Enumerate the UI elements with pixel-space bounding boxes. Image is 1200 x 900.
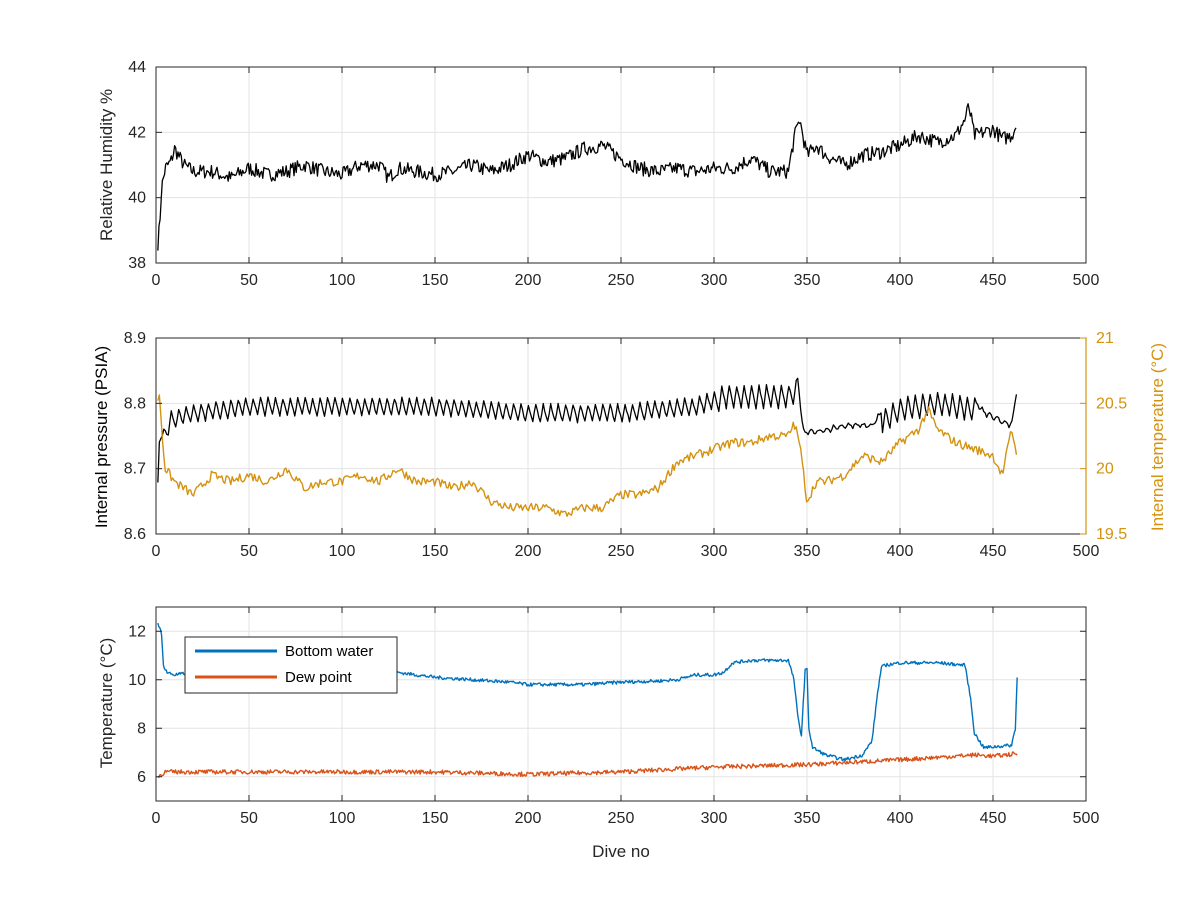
- x-tick-label: 350: [794, 272, 821, 289]
- x-tick-label: 200: [515, 272, 542, 289]
- x-tick-label: 100: [329, 810, 356, 827]
- pressure-y-axis-label: Internal pressure (PSIA): [92, 346, 111, 528]
- series-line-panel-humidity-0: [157, 103, 1017, 251]
- x-tick-label: 150: [422, 543, 449, 560]
- x-tick-label: 150: [422, 810, 449, 827]
- x-tick-label: 50: [240, 272, 258, 289]
- series-line-panel-pressure-1: [157, 394, 1018, 517]
- y2-tick-label: 20.5: [1096, 395, 1127, 412]
- legend-box: [184, 636, 398, 694]
- pressure-temperature-panel: 0 50 100 150 200 250 300 350 400 450 500 8.6 8.7 8.8 8…: [124, 330, 1127, 560]
- x-tick-label: 200: [515, 543, 542, 560]
- x-tick-label: 300: [701, 272, 728, 289]
- x-tick-label: 0: [152, 810, 161, 827]
- x-tick-label: 500: [1073, 272, 1100, 289]
- x-tick-label: 0: [152, 543, 161, 560]
- y-tick-label: 8: [137, 720, 146, 737]
- y-tick-label: 6: [137, 769, 146, 786]
- legend-label-dew-point: Dew point: [285, 669, 353, 686]
- x-tick-label: 450: [980, 543, 1007, 560]
- humidity-panel: 0 50 100 150 200 250 300 350 400 450 500 38 40 42 44: [128, 59, 1099, 289]
- x-tick-label: 350: [794, 543, 821, 560]
- x-tick-label: 400: [887, 272, 914, 289]
- y-tick-label: 8.9: [124, 330, 146, 347]
- x-tick-label: 400: [887, 810, 914, 827]
- x-tick-label: 0: [152, 272, 161, 289]
- y2-tick-label: 19.5: [1096, 526, 1127, 543]
- legend-label-bottom-water: Bottom water: [285, 643, 373, 660]
- y-tick-label: 44: [128, 59, 146, 76]
- x-tick-label: 400: [887, 543, 914, 560]
- y-tick-label: 8.6: [124, 526, 146, 543]
- x-tick-label: 50: [240, 543, 258, 560]
- y2-tick-label: 21: [1096, 330, 1114, 347]
- y-tick-label: 8.7: [124, 461, 146, 478]
- x-tick-label: 300: [701, 543, 728, 560]
- x-tick-label: 100: [329, 543, 356, 560]
- x-tick-label: 250: [608, 272, 635, 289]
- internal-temperature-y-axis-label: Internal temperature (°C): [1148, 343, 1167, 531]
- x-tick-label: 250: [608, 810, 635, 827]
- humidity-y-axis-label: Relative Humidity %: [97, 89, 116, 241]
- x-tick-label: 200: [515, 810, 542, 827]
- x-tick-label: 100: [329, 272, 356, 289]
- x-tick-label: 450: [980, 272, 1007, 289]
- x-tick-label: 500: [1073, 810, 1100, 827]
- y-tick-label: 42: [128, 124, 146, 141]
- y-tick-label: 40: [128, 190, 146, 207]
- series-line-dew-point: [157, 751, 1018, 779]
- series-line-panel-pressure-0: [157, 377, 1018, 483]
- y-tick-label: 38: [128, 255, 146, 272]
- x-axis-label: Dive no: [592, 842, 650, 861]
- temperature-y-axis-label: Temperature (°C): [97, 638, 116, 769]
- x-tick-label: 300: [701, 810, 728, 827]
- temperature-panel: 0 50 100 150 200 250 300 350 400 450 500 6 8 10 12: [128, 606, 1100, 827]
- y2-tick-label: 20: [1096, 461, 1114, 478]
- legend: Bottom water Dew point: [184, 636, 398, 694]
- y-tick-label: 12: [128, 623, 146, 640]
- x-tick-label: 150: [422, 272, 449, 289]
- y-tick-label: 10: [128, 672, 146, 689]
- x-tick-label: 250: [608, 543, 635, 560]
- x-tick-label: 50: [240, 810, 258, 827]
- x-tick-label: 450: [980, 810, 1007, 827]
- x-tick-label: 500: [1073, 543, 1100, 560]
- y-tick-label: 8.8: [124, 395, 146, 412]
- x-tick-label: 350: [794, 810, 821, 827]
